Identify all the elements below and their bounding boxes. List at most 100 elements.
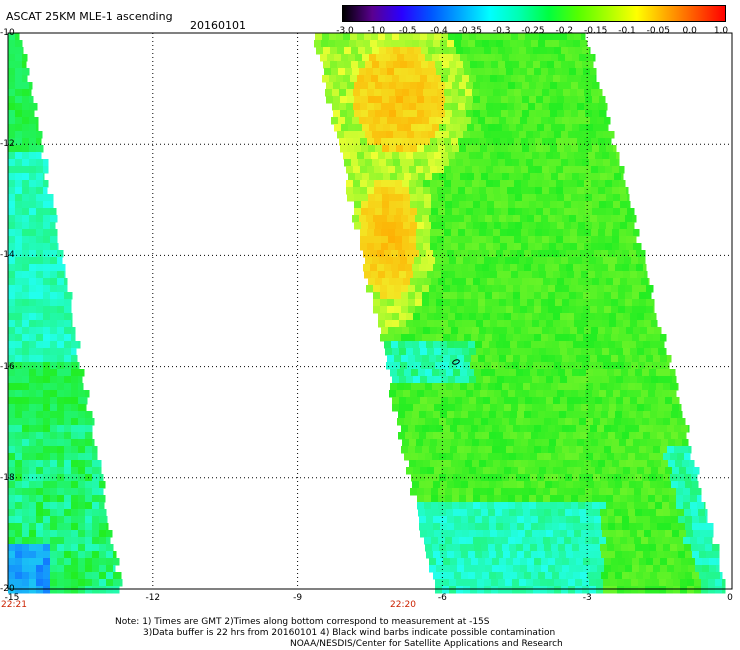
swath-cell (468, 264, 476, 272)
swath-cell (479, 236, 487, 244)
swath-cell (623, 467, 631, 475)
swath-cell (621, 383, 629, 391)
swath-cell (664, 572, 672, 580)
swath-cell (597, 299, 605, 307)
swath-cell (563, 243, 571, 251)
swath-cell (455, 320, 463, 328)
swath-cell (50, 299, 58, 307)
swath-cell (457, 565, 465, 573)
swath-cell (460, 124, 468, 132)
swath-cell (92, 453, 98, 461)
swath-cell (514, 243, 522, 251)
swath-cell (706, 551, 714, 559)
swath-cell (482, 40, 490, 48)
swath-cell (424, 278, 432, 286)
swath-cell (467, 124, 475, 132)
swath-cell (375, 208, 383, 216)
swath-cell (657, 572, 665, 580)
swath-cell (633, 327, 641, 335)
swath-cell (641, 488, 649, 496)
swath-cell (92, 586, 100, 594)
swath-cell (553, 271, 561, 279)
swath-cell (544, 509, 552, 517)
swath-cell (424, 145, 432, 153)
swath-cell (622, 516, 630, 524)
swath-cell (525, 75, 533, 83)
swath-cell (576, 306, 584, 314)
swath-cell (22, 460, 30, 468)
swath-cell (558, 173, 566, 181)
swath-cell (43, 194, 51, 202)
swath-cell (99, 551, 107, 559)
swath-cell (29, 264, 37, 272)
swath-cell (532, 348, 540, 356)
swath-cell (29, 229, 37, 237)
swath-cell (85, 467, 93, 475)
swath-cell (595, 348, 603, 356)
swath-cell (427, 313, 435, 321)
swath-cell (415, 292, 423, 300)
swath-cell (15, 229, 23, 237)
swath-cell (656, 509, 664, 517)
swath-cell (381, 180, 389, 188)
swath-cell (495, 124, 503, 132)
swath-cell (625, 558, 633, 566)
swath-cell (648, 278, 650, 286)
swath-cell (559, 523, 567, 531)
swath-cell (550, 110, 558, 118)
swath-cell (64, 467, 72, 475)
swath-cell (574, 467, 582, 475)
swath-cell (427, 467, 435, 475)
swath-cell (15, 54, 23, 62)
swath-cell (693, 530, 701, 538)
swath-cell (417, 488, 425, 496)
swath-cell (449, 61, 457, 69)
swath-cell (572, 124, 580, 132)
swath-cell (618, 355, 626, 363)
swath-cell (85, 439, 93, 447)
swath-cell (704, 502, 706, 510)
swath-cell (508, 502, 516, 510)
swath-cell (498, 362, 506, 370)
swath-cell (22, 425, 30, 433)
swath-cell (588, 348, 596, 356)
swath-cell (36, 201, 44, 209)
swath-cell (505, 362, 513, 370)
swath-cell (64, 362, 72, 370)
swath-cell (64, 537, 72, 545)
swath-cell (438, 222, 446, 230)
swath-cell (643, 264, 647, 272)
swath-cell (527, 565, 535, 573)
colorbar-tick-label: -0.2 (555, 26, 574, 36)
swath-cell (522, 495, 530, 503)
swath-cell (641, 278, 649, 286)
swath-cell (517, 551, 525, 559)
swath-cell (488, 369, 496, 377)
swath-cell (708, 579, 716, 587)
swath-cell (590, 355, 598, 363)
swath-cell (330, 47, 338, 55)
swath-cell (586, 54, 594, 62)
swath-cell (394, 334, 402, 342)
swath-cell (532, 33, 540, 41)
swath-cell (85, 565, 93, 573)
swath-cell (443, 306, 451, 314)
swath-cell (629, 250, 637, 258)
swath-cell (451, 327, 459, 335)
swath-cell (507, 229, 515, 237)
swath-cell (700, 530, 708, 538)
swath-cell (489, 432, 497, 440)
swath-cell (50, 278, 58, 286)
swath-cell (448, 467, 456, 475)
swath-cell (367, 229, 375, 237)
swath-cell (43, 481, 51, 489)
swath-cell (669, 390, 677, 398)
swath-cell (351, 159, 359, 167)
swath-cell (588, 397, 596, 405)
swath-cell (456, 362, 464, 370)
swath-cell (64, 376, 72, 384)
swath-cell (597, 425, 605, 433)
swath-cell (480, 488, 488, 496)
swath-cell (43, 474, 51, 482)
swath-cell (615, 481, 623, 489)
